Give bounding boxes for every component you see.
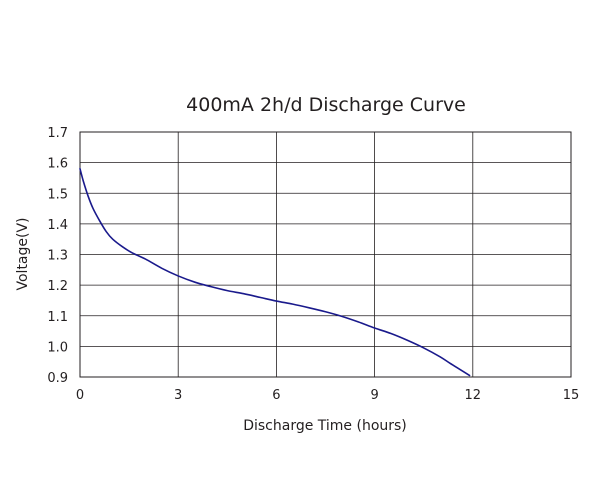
x-tick-label: 3 — [174, 388, 182, 403]
y-tick-label: 1.5 — [47, 187, 68, 202]
x-axis-label: Discharge Time (hours) — [243, 418, 407, 434]
discharge-curve-line — [79, 167, 471, 377]
y-tick-label: 1.3 — [47, 249, 68, 264]
series-lines — [79, 167, 471, 377]
plot-frame — [79, 131, 572, 378]
x-tick-labels: 0 3 6 9 12 15 — [76, 388, 579, 403]
y-tick-label: 1.1 — [47, 310, 68, 325]
y-tick-label: 1.4 — [47, 218, 68, 233]
y-tick-label: 1.6 — [47, 157, 68, 172]
grid-lines — [79, 131, 572, 378]
y-tick-labels: 0.9 1.0 1.1 1.2 1.3 1.4 1.5 1.6 1.7 — [47, 126, 68, 386]
x-tick-label: 12 — [465, 388, 482, 403]
y-tick-label: 1.0 — [47, 340, 68, 355]
y-tick-label: 0.9 — [47, 371, 68, 386]
chart-title: 400mA 2h/d Discharge Curve — [186, 94, 466, 116]
x-tick-label: 9 — [370, 388, 378, 403]
y-tick-label: 1.2 — [47, 279, 68, 294]
x-tick-label: 0 — [76, 388, 84, 403]
y-axis-label: Voltage(V) — [15, 217, 31, 290]
y-tick-label: 1.7 — [47, 126, 68, 141]
x-tick-label: 6 — [272, 388, 280, 403]
x-tick-label: 15 — [563, 388, 580, 403]
